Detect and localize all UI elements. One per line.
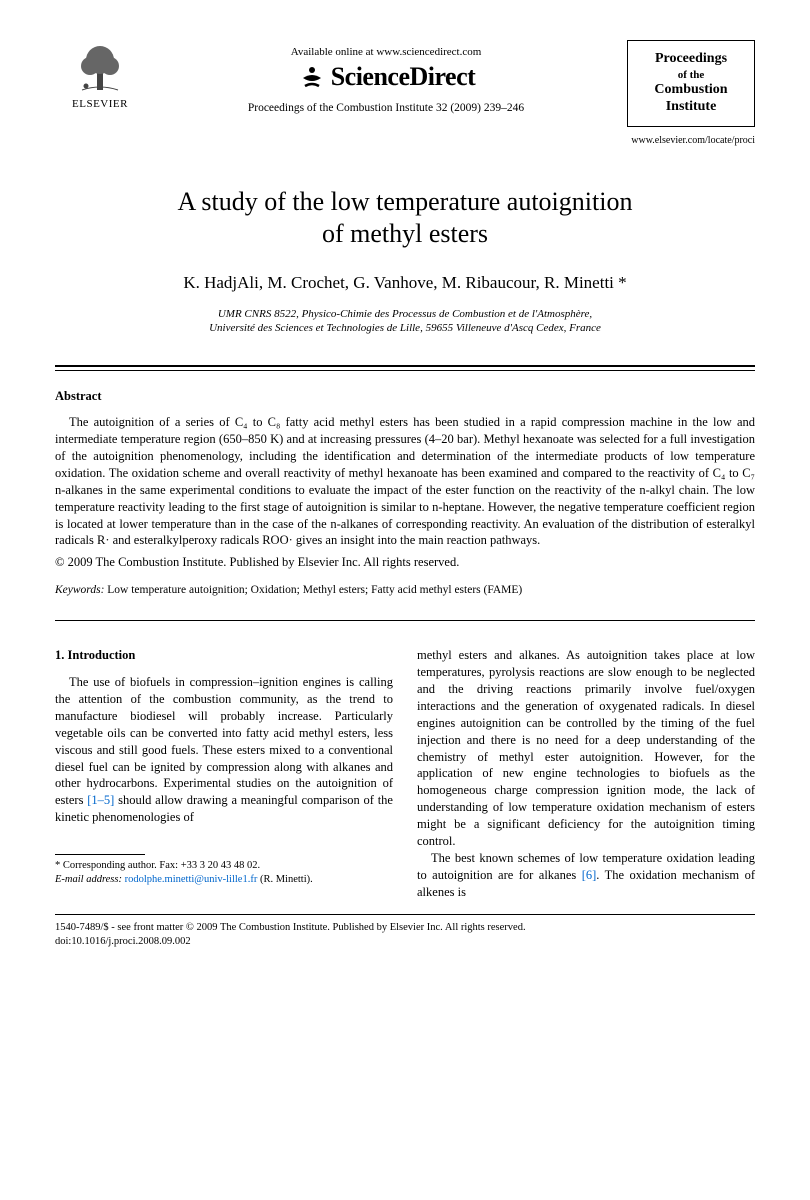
journal-box-line2: of the [634, 68, 748, 82]
affiliation-line2: Université des Sciences et Technologies … [209, 322, 601, 334]
rule-mid [55, 620, 755, 621]
bottom-meta: 1540-7489/$ - see front matter © 2009 Th… [55, 921, 755, 948]
journal-title-box: Proceedings of the Combustion Institute [627, 40, 755, 127]
footnote-email-line: E-mail address: rodolphe.minetti@univ-li… [55, 873, 393, 887]
column-right: methyl esters and alkanes. As autoigniti… [417, 647, 755, 900]
journal-box-line3: Combustion [634, 82, 748, 99]
keywords-line: Keywords: Low temperature autoignition; … [55, 584, 755, 596]
corresponding-author: * Corresponding author. Fax: +33 3 20 43… [55, 859, 393, 873]
journal-box-line1: Proceedings [634, 51, 748, 68]
title-line2: of methyl esters [322, 219, 488, 248]
intro-col2-p2: The best known schemes of low temperatur… [417, 850, 755, 901]
citation-line: Proceedings of the Combustion Institute … [145, 102, 627, 114]
rule-thick [55, 365, 755, 367]
header-row: ELSEVIER Available online at www.science… [55, 40, 755, 127]
intro-col2-p1: methyl esters and alkanes. As autoigniti… [417, 647, 755, 850]
rule-thin [55, 370, 755, 371]
elsevier-publisher-block: ELSEVIER [55, 40, 145, 110]
email-address[interactable]: rodolphe.minetti@univ-lille1.fr [125, 874, 258, 885]
intro-col1-part1: The use of biofuels in compression–ignit… [55, 675, 393, 807]
title-line1: A study of the low temperature autoignit… [178, 187, 633, 216]
ref-link-6[interactable]: [6] [582, 868, 597, 882]
abstract-heading: Abstract [55, 389, 755, 404]
elsevier-tree-icon [72, 40, 128, 96]
footnote-separator [55, 854, 145, 855]
journal-url[interactable]: www.elsevier.com/locate/proci [55, 135, 755, 146]
intro-para-left: The use of biofuels in compression–ignit… [55, 674, 393, 826]
body-columns: 1. Introduction The use of biofuels in c… [55, 647, 755, 900]
footnote-block: * Corresponding author. Fax: +33 3 20 43… [55, 859, 393, 886]
available-online-text: Available online at www.sciencedirect.co… [145, 46, 627, 58]
doi-line: doi:10.1016/j.proci.2008.09.002 [55, 935, 755, 949]
elsevier-label: ELSEVIER [55, 98, 145, 110]
keywords-text: Low temperature autoignition; Oxidation;… [104, 584, 522, 596]
sciencedirect-logo: ScienceDirect [145, 62, 627, 92]
sciencedirect-text: ScienceDirect [331, 62, 476, 92]
affiliation: UMR CNRS 8522, Physico-Chimie des Proces… [55, 307, 755, 336]
keywords-label: Keywords: [55, 584, 104, 596]
sciencedirect-icon [297, 62, 327, 92]
issn-line: 1540-7489/$ - see front matter © 2009 Th… [55, 921, 755, 935]
bottom-rule [55, 914, 755, 915]
ref-link-1-5[interactable]: [1–5] [87, 793, 114, 807]
authors-line: K. HadjAli, M. Crochet, G. Vanhove, M. R… [55, 273, 755, 293]
email-suffix: (R. Minetti). [257, 874, 312, 885]
header-center: Available online at www.sciencedirect.co… [145, 40, 627, 114]
abstract-text: The autoignition of a series of C₄ to C₈… [55, 414, 755, 549]
article-title: A study of the low temperature autoignit… [55, 186, 755, 251]
abstract-copyright: © 2009 The Combustion Institute. Publish… [55, 555, 755, 570]
journal-box-line4: Institute [634, 99, 748, 116]
email-label: E-mail address: [55, 874, 122, 885]
column-left: 1. Introduction The use of biofuels in c… [55, 647, 393, 900]
affiliation-line1: UMR CNRS 8522, Physico-Chimie des Proces… [218, 308, 592, 320]
intro-heading: 1. Introduction [55, 647, 393, 664]
